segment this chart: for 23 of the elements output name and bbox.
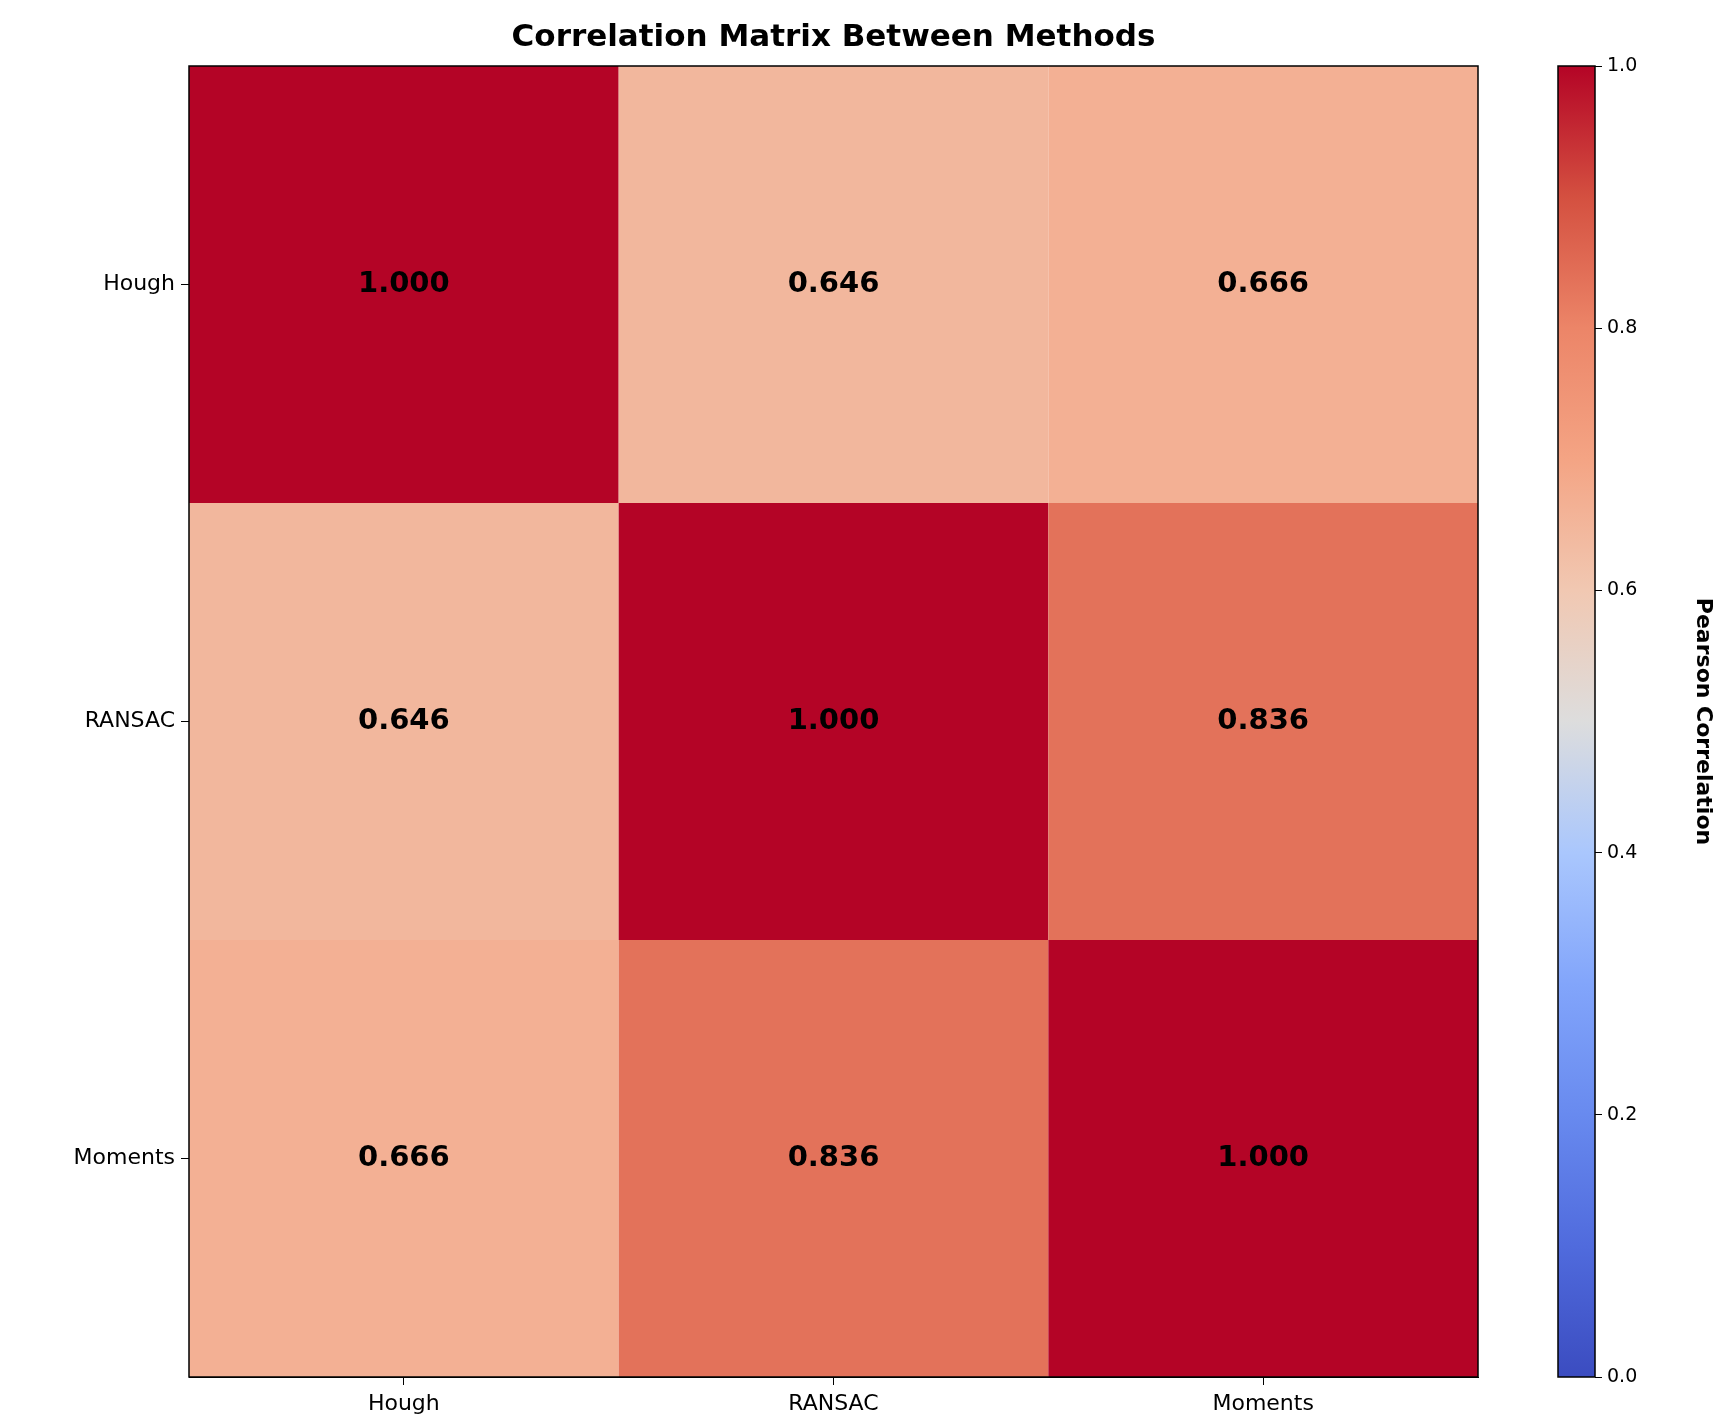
- x-tick-label: RANSAC: [788, 1389, 879, 1415]
- color-bar-label: 0.2: [1607, 1101, 1638, 1124]
- color-bar-label: 0.6: [1607, 577, 1638, 600]
- x-tick-label: Hough: [367, 1389, 440, 1415]
- x-tick-label: Moments: [1212, 1389, 1314, 1415]
- color-bar-label: 0.0: [1607, 1363, 1638, 1386]
- y-tick-label: RANSAC: [84, 707, 175, 733]
- chart-title: Correlation Matrix Between Methods: [511, 17, 1156, 54]
- data-label: 0.666: [1217, 265, 1310, 300]
- data-label: 0.646: [357, 702, 450, 737]
- data-label: 0.836: [1217, 702, 1310, 737]
- y-tick-label: Hough: [103, 270, 175, 296]
- data-label: 1.000: [357, 265, 450, 300]
- data-label: 1.000: [787, 702, 880, 737]
- data-label: 0.646: [787, 265, 880, 300]
- color-bar-label: 0.4: [1607, 839, 1638, 862]
- data-label: 0.666: [357, 1139, 450, 1174]
- color-bar-label: 1.0: [1607, 52, 1638, 75]
- data-label: 0.836: [787, 1139, 880, 1174]
- data-label: 1.000: [1217, 1139, 1310, 1174]
- color-bar-label: 0.8: [1607, 315, 1638, 338]
- y-tick-label: Moments: [73, 1144, 175, 1170]
- color-bar-title: Pearson Correlation: [1692, 597, 1718, 846]
